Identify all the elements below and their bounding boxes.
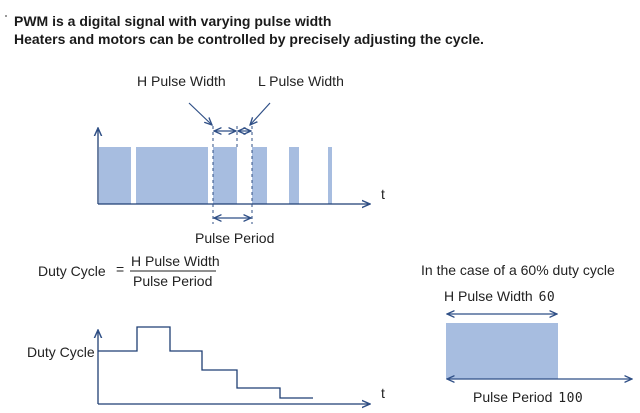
example-period-label: Pulse Period 100 bbox=[473, 389, 583, 406]
example-period-text: Pulse Period bbox=[473, 389, 553, 405]
intro-line-1-marker bbox=[5, 15, 7, 17]
l-label-pointer bbox=[250, 102, 271, 125]
duty-t-label: t bbox=[381, 385, 385, 401]
pwm-pulse bbox=[136, 147, 208, 204]
pwm-pulse bbox=[328, 147, 332, 204]
h-pulse-width-label: H Pulse Width bbox=[137, 73, 226, 89]
intro-line-2: Heaters and motors can be controlled by … bbox=[14, 31, 484, 47]
duty-step-line bbox=[98, 326, 313, 399]
pwm-t-label: t bbox=[381, 186, 385, 202]
h-label-pointer bbox=[188, 102, 212, 125]
example-title: In the case of a 60% duty cycle bbox=[421, 262, 615, 278]
formula-lhs: Duty Cycle bbox=[38, 263, 106, 279]
example-period-value: 100 bbox=[558, 391, 584, 406]
l-pulse-width-label: L Pulse Width bbox=[258, 73, 344, 89]
formula-denominator: Pulse Period bbox=[133, 273, 213, 289]
example-pulse bbox=[446, 323, 558, 379]
pulse-period-label: Pulse Period bbox=[195, 230, 275, 246]
duty-cycle-axis-label: Duty Cycle bbox=[27, 344, 95, 360]
pwm-pulse bbox=[252, 147, 267, 204]
formula-numerator: H Pulse Width bbox=[131, 253, 220, 269]
intro-line-1: PWM is a digital signal with varying pul… bbox=[14, 13, 332, 29]
formula-equals: = bbox=[116, 261, 125, 277]
example-h-text: H Pulse Width bbox=[444, 288, 533, 304]
example-h-value: 60 bbox=[538, 290, 556, 305]
pwm-pulse bbox=[99, 147, 131, 204]
pwm-pulse bbox=[213, 147, 237, 204]
example-h-label: H Pulse Width 60 bbox=[444, 288, 555, 305]
pwm-pulse bbox=[289, 147, 299, 204]
pwm-signal bbox=[99, 147, 332, 204]
